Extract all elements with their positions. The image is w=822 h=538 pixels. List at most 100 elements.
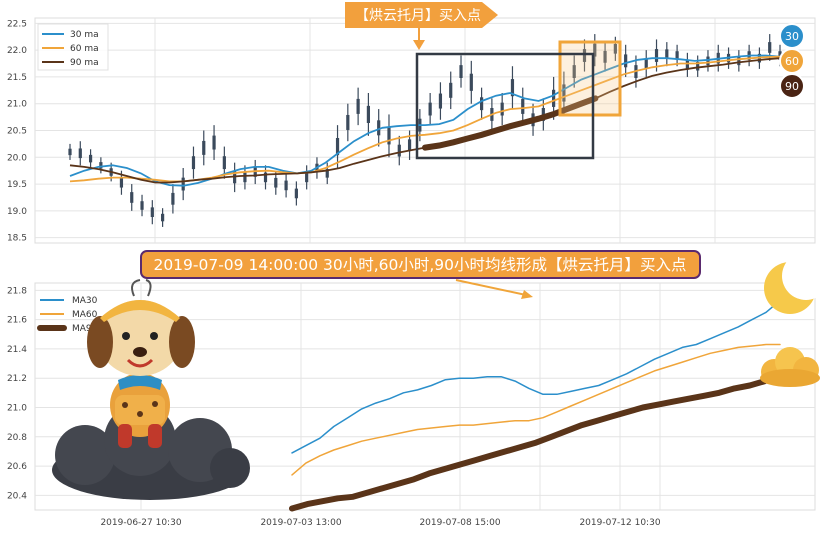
candle-body-60 [685,60,689,70]
candle-body-26 [335,138,340,156]
candle-body-32 [397,144,401,157]
candle-body-16 [233,171,237,184]
bottom-y-tick-label-2: 20.8 [7,433,27,443]
top-banner: 【烘云托月】买入点 [345,2,498,28]
dog-skirt-spot-3 [152,401,158,407]
crescent-moon-icon [764,252,822,314]
candle-body-8 [150,207,154,218]
candle-body-58 [665,49,669,59]
bottom-chart-x-ticks: 2019-06-27 10:30 2019-07-03 13:00 2019-07-… [100,518,660,528]
candle-body-37 [449,82,453,98]
candle-body-19 [263,172,268,183]
main-banner-box [140,250,701,279]
candle-body-9 [161,213,165,222]
candle-body-50 [582,49,587,62]
top-y-tick-label-7: 22.0 [7,46,27,56]
bottom-chart-y-ticks: 20.4 20.6 20.8 21.0 21.2 21.4 21.6 21.8 [7,286,27,501]
dog-skirt-spot-2 [137,411,143,417]
bottom-y-tick-label-4: 21.2 [7,374,27,384]
top-line-90ma-emphasis [422,95,599,151]
dark-cloud-puff-4 [210,448,250,488]
top-y-tick-label-6: 21.5 [7,73,27,83]
legend-label-ma90: MA90 [72,324,98,334]
legend-label-90ma: 90 ma [70,58,99,68]
dog-mouth [126,358,154,368]
bottom-line-ma60 [291,343,781,476]
dog-head [98,300,182,376]
top-arrow-head [413,40,425,50]
dog-eye-left [122,332,130,340]
top-line-30-ma [69,54,781,187]
candle-body-69 [778,51,782,60]
dog-ear-right [169,316,195,368]
dog-on-cloud [52,279,250,500]
dog-leg-right [148,424,162,448]
legend-label-ma60: MA60 [72,310,98,320]
candle-body-51 [593,43,597,57]
candle-body-42 [500,102,504,116]
top-y-tick-label-8: 22.5 [7,19,27,29]
bottom-y-tick-label-6: 21.6 [7,316,27,326]
dog-nose [133,347,147,357]
candle-body-17 [243,172,247,183]
bottom-y-tick-label-3: 21.0 [7,403,27,413]
candle-body-0 [68,148,72,156]
dark-cloud-puff-1 [55,425,115,485]
badge-30-label: 30 [785,30,799,43]
candle-body-68 [768,42,772,53]
candle-body-57 [654,49,659,62]
candle-body-6 [130,192,134,203]
candle-body-33 [407,139,412,152]
candle-body-35 [428,102,432,116]
bottom-line-ma30 [291,299,781,454]
top-y-tick-label-5: 21.0 [7,100,27,110]
candle-body-44 [521,98,525,114]
candle-body-52 [603,50,607,63]
candle-body-11 [181,177,185,191]
badge-90 [779,73,805,99]
bottom-y-tick-label-0: 20.4 [7,491,27,501]
candle-body-2 [88,154,93,163]
main-banner-arrow-shaft [455,279,527,296]
bottom-y-tick-label-7: 21.8 [7,286,27,296]
candle-body-56 [644,58,648,69]
candle-body-22 [294,188,298,199]
candle-body-54 [624,54,628,68]
candlestick-series [68,34,782,227]
candle-body-59 [675,51,679,60]
dog-scarf [118,375,162,390]
main-banner-arrow-head [521,290,533,299]
candle-body-15 [222,156,226,170]
badge-60-label: 60 [785,55,799,68]
legend-label-30ma: 30 ma [70,30,99,40]
bottom-x-tick-label-0: 2019-06-27 10:30 [100,518,181,528]
candle-body-61 [696,61,700,71]
dog-antenna [131,279,152,297]
candle-body-40 [479,97,484,111]
candle-body-7 [140,201,144,210]
bottom-y-tick-label-5: 21.4 [7,345,27,355]
top-y-tick-label-1: 19.0 [7,207,27,217]
candle-body-29 [366,105,371,123]
highlight-box-dark [415,52,595,160]
candle-body-31 [387,127,391,145]
candle-body-5 [119,177,124,188]
moon-cutout [782,252,822,300]
candle-body-1 [78,148,82,159]
dog-ear-left [87,316,113,368]
candle-body-36 [438,93,443,109]
top-y-tick-label-0: 18.5 [7,234,27,244]
legend-label-ma30: MA30 [72,296,98,306]
candle-body-38 [459,65,463,78]
candle-body-3 [99,162,103,169]
dog-leg-left [118,424,132,448]
main-banner: 2019-07-09 14:00:00 30小时,60小时,90小时均线形成【烘… [140,250,701,279]
dog-icon [87,279,195,448]
legend-label-60ma: 60 ma [70,44,99,54]
gold-cloud-base [760,369,820,387]
dog-leopard-skirt [115,395,165,425]
bottom-legend: MA30 MA60 MA90 [37,296,98,334]
candle-body-47 [552,89,556,107]
